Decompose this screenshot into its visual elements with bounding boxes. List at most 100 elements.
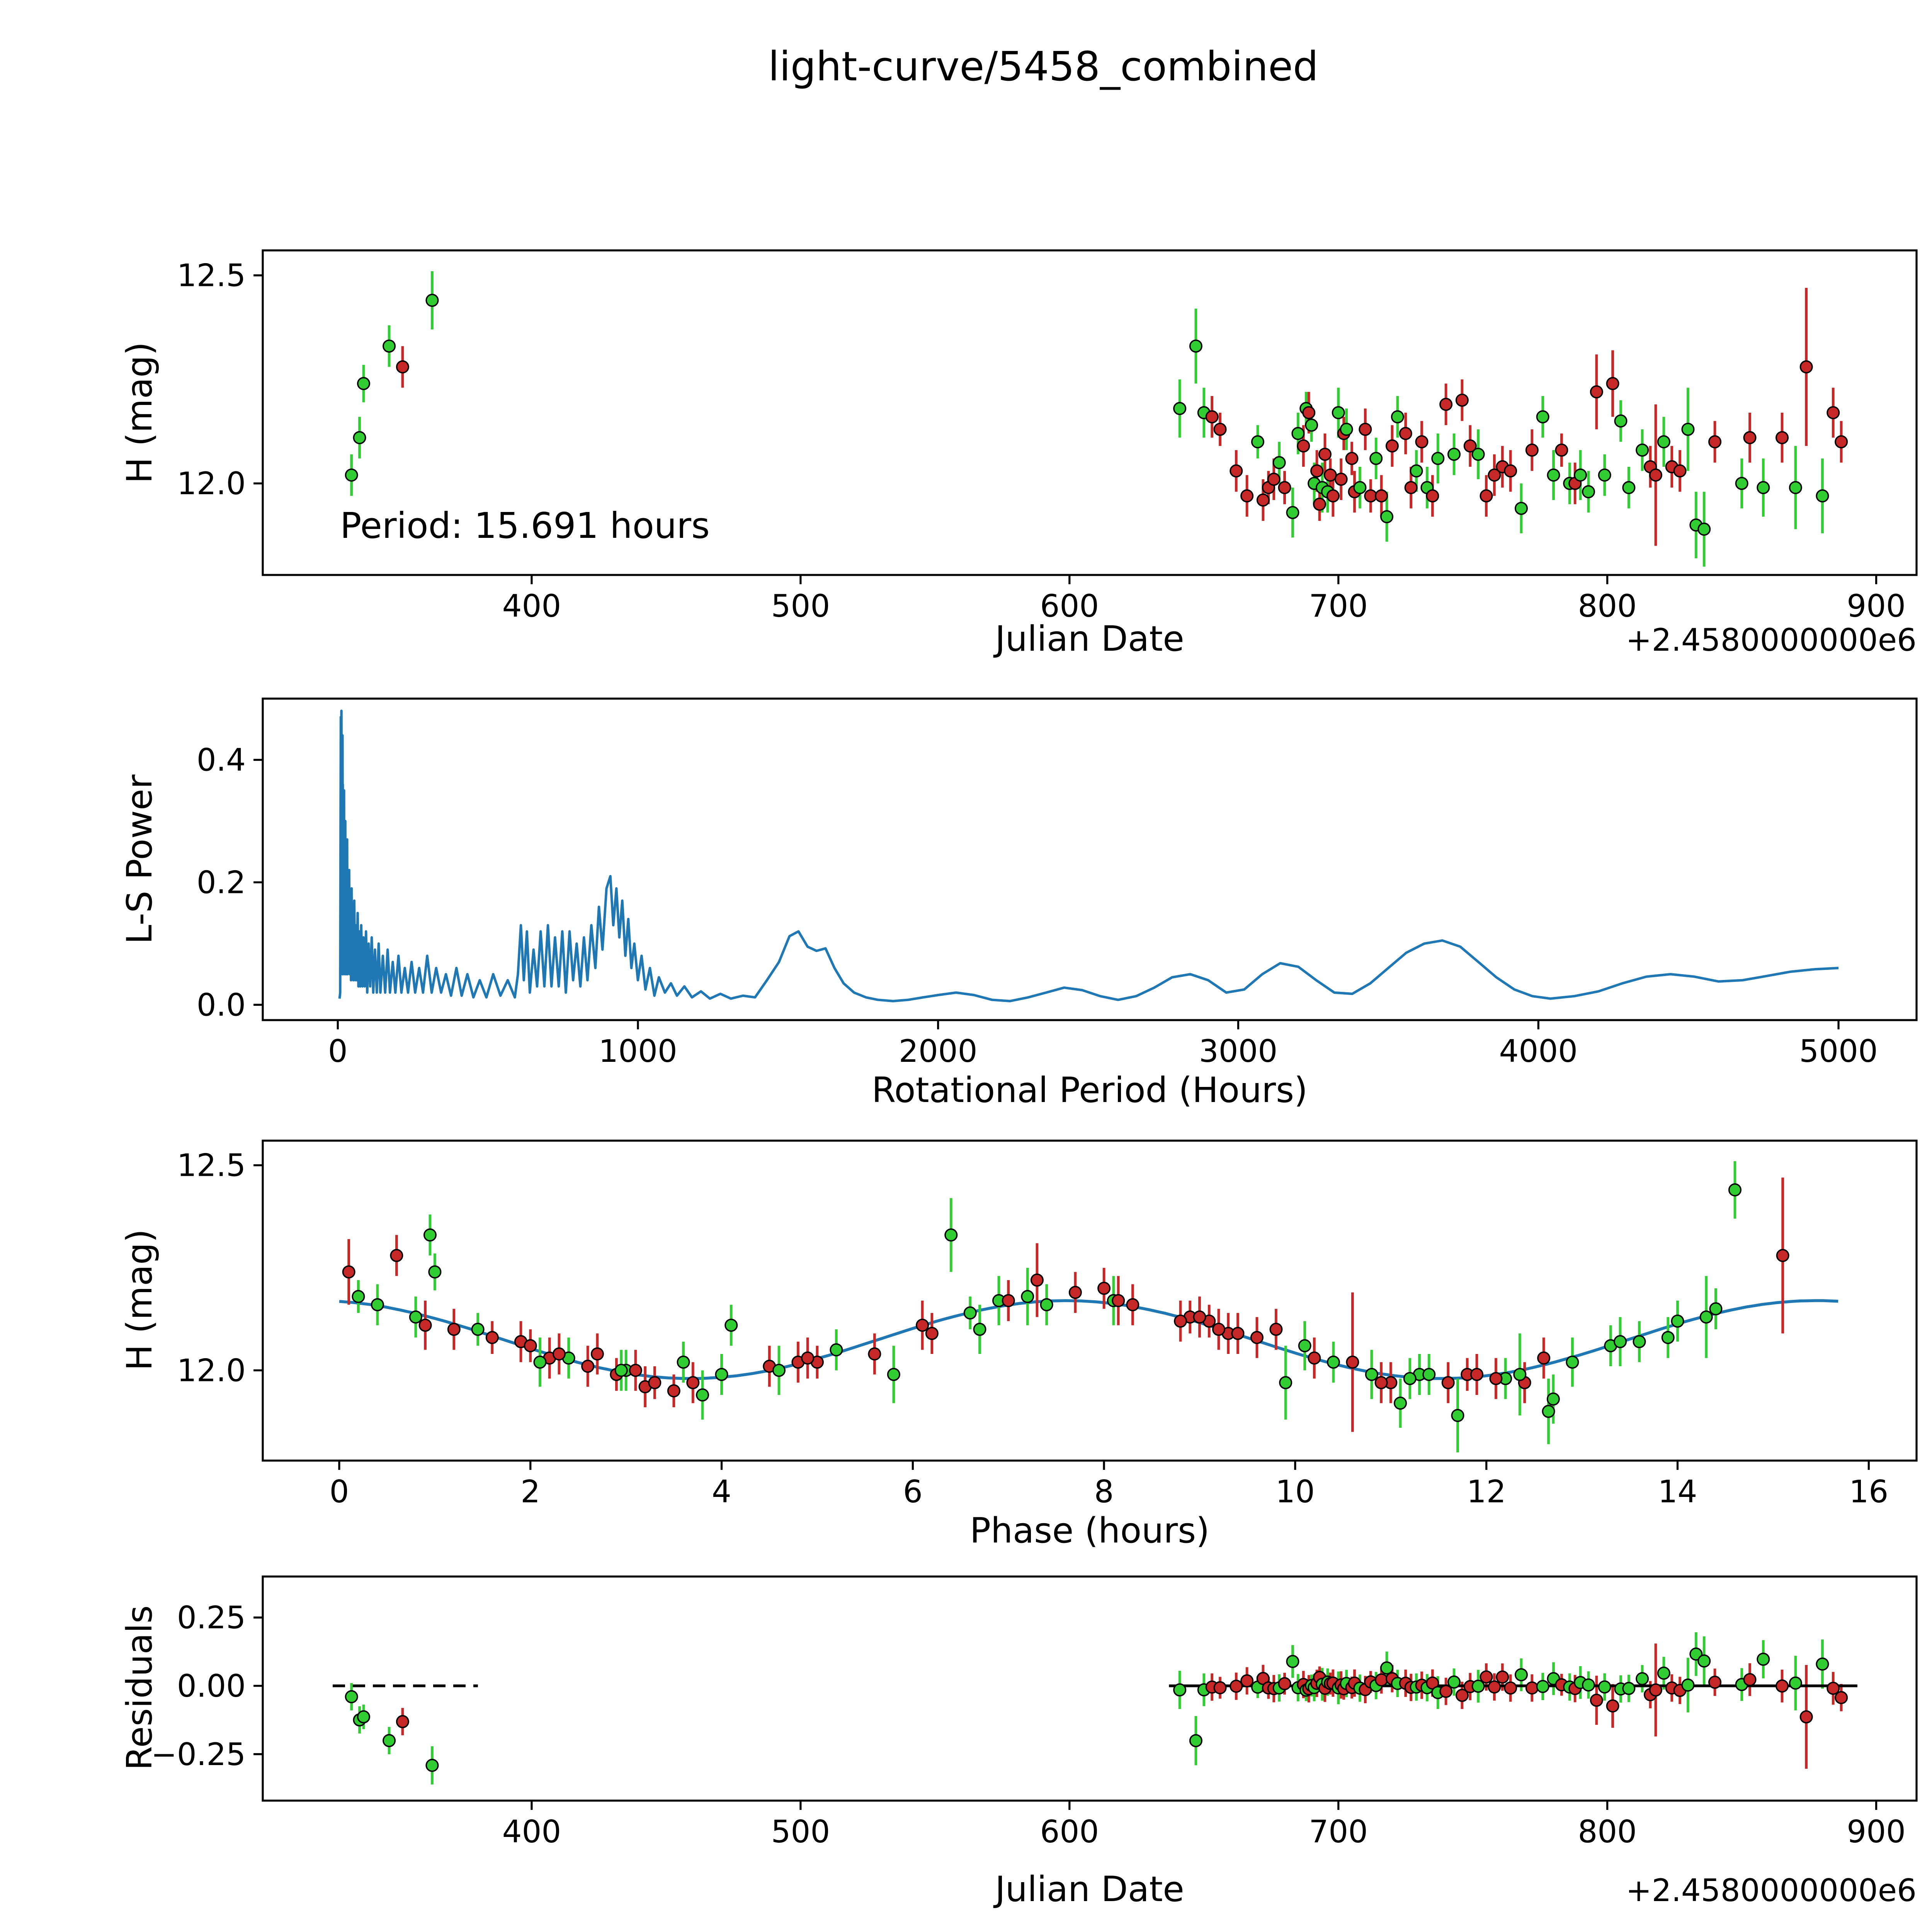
data-point [830, 1343, 843, 1357]
data-point [1590, 1694, 1603, 1707]
data-point [1310, 464, 1324, 478]
data-point [1574, 468, 1587, 482]
x-tick-label: 700 [1309, 588, 1368, 624]
y-tick-label: 0.0 [197, 987, 246, 1023]
phase-x-axis-label: Phase (hours) [970, 1510, 1210, 1551]
data-point [1488, 1680, 1501, 1694]
data-point [1097, 1282, 1111, 1295]
plot-area [338, 709, 1839, 1003]
data-point [447, 1323, 461, 1336]
data-point [1332, 406, 1345, 420]
data-point [1365, 1368, 1378, 1381]
data-point [1267, 473, 1281, 486]
data-point [1391, 410, 1404, 423]
data-point [1743, 431, 1757, 444]
data-point [1504, 1681, 1517, 1695]
data-point [1488, 468, 1501, 482]
x-tick-label: 6 [903, 1474, 923, 1510]
data-point [1240, 489, 1254, 503]
lightcurve-x-axis-label: Julian Date [993, 619, 1184, 659]
data-point [1189, 1734, 1202, 1747]
data-point [352, 1290, 365, 1303]
data-point [423, 1228, 437, 1242]
data-point [1708, 435, 1722, 449]
period-annotation: Period: 15.691 hours [340, 505, 710, 546]
data-point [353, 431, 366, 444]
data-point [371, 1298, 384, 1311]
x-tick-label: 900 [1847, 588, 1906, 624]
data-point [715, 1368, 728, 1381]
data-point [1671, 1315, 1684, 1328]
data-point [1279, 1376, 1293, 1389]
data-point [1305, 418, 1318, 432]
data-point [1598, 1680, 1611, 1694]
data-point [383, 1734, 396, 1747]
data-point [1835, 1691, 1848, 1704]
data-point [1112, 1294, 1125, 1308]
data-point [1375, 489, 1388, 503]
plot-area [332, 1632, 1857, 1785]
data-point [963, 1306, 977, 1320]
data-point [396, 360, 409, 374]
data-point [1827, 1682, 1840, 1695]
data-point [1799, 1710, 1813, 1724]
x-tick-label: 600 [1040, 1814, 1099, 1850]
x-tick-label: 800 [1578, 1814, 1637, 1850]
x-tick-label: 16 [1849, 1474, 1888, 1510]
data-point [1021, 1290, 1034, 1303]
data-point [1272, 456, 1286, 469]
x-tick-label: 2 [520, 1474, 540, 1510]
data-point [1327, 1355, 1340, 1369]
data-point [552, 1347, 566, 1361]
data-point [1661, 1331, 1675, 1344]
data-point [383, 339, 396, 353]
data-point [1230, 464, 1243, 478]
data-point [357, 1710, 370, 1724]
y-tick-label: 0.2 [197, 864, 246, 900]
periodogram-x-axis-label: Rotational Period (Hours) [872, 1070, 1308, 1111]
lightcurve-x-offset-text: +2.4580000000e6 [1626, 622, 1917, 658]
data-point [1439, 398, 1453, 411]
panel-periodogram: 0 1000 2000 3000 4000 5000 0.0 0.2 0.4 L-S Power… [119, 697, 1918, 1111]
data-point [1410, 464, 1423, 478]
data-point [342, 1265, 355, 1279]
panel-residuals: 400 500 600 700 800 900 0.25 0.00 −0.25 Residual… [119, 1575, 1918, 1910]
data-point [1504, 464, 1517, 478]
data-point [1743, 1673, 1757, 1686]
data-point [428, 1265, 442, 1279]
data-point [425, 1759, 439, 1772]
data-point [533, 1355, 547, 1369]
data-point [1374, 1376, 1388, 1389]
data-point [1697, 1654, 1711, 1668]
data-point [1582, 485, 1595, 498]
figure-title: light-curve/5458_combined [768, 43, 1318, 90]
data-point [1776, 1249, 1789, 1262]
data-point [925, 1327, 939, 1340]
data-point [1455, 1689, 1469, 1702]
y-tick-label: 0.4 [197, 742, 246, 778]
y-tick-label: 12.0 [177, 1352, 246, 1388]
data-point [471, 1323, 485, 1336]
data-point [1399, 427, 1412, 440]
y-tick-label: 12.5 [177, 1148, 246, 1184]
residuals-y-axis-label: Residuals [119, 1605, 160, 1770]
data-point [1439, 1685, 1453, 1698]
plot-area [345, 271, 1848, 567]
data-point [1346, 1355, 1359, 1369]
data-point [1380, 510, 1394, 524]
x-tick-label: 12 [1467, 1474, 1506, 1510]
data-point [1699, 1310, 1713, 1324]
data-point [868, 1347, 881, 1361]
x-tick-label: 600 [1040, 588, 1099, 624]
data-point [1313, 497, 1327, 511]
data-point [1286, 506, 1299, 519]
x-tick-label: 4000 [1499, 1033, 1578, 1069]
data-point [1514, 1668, 1528, 1682]
data-point [724, 1318, 738, 1332]
data-point [1681, 1678, 1695, 1692]
data-point [357, 377, 370, 390]
data-point [1375, 1673, 1388, 1687]
data-point [1827, 406, 1840, 420]
